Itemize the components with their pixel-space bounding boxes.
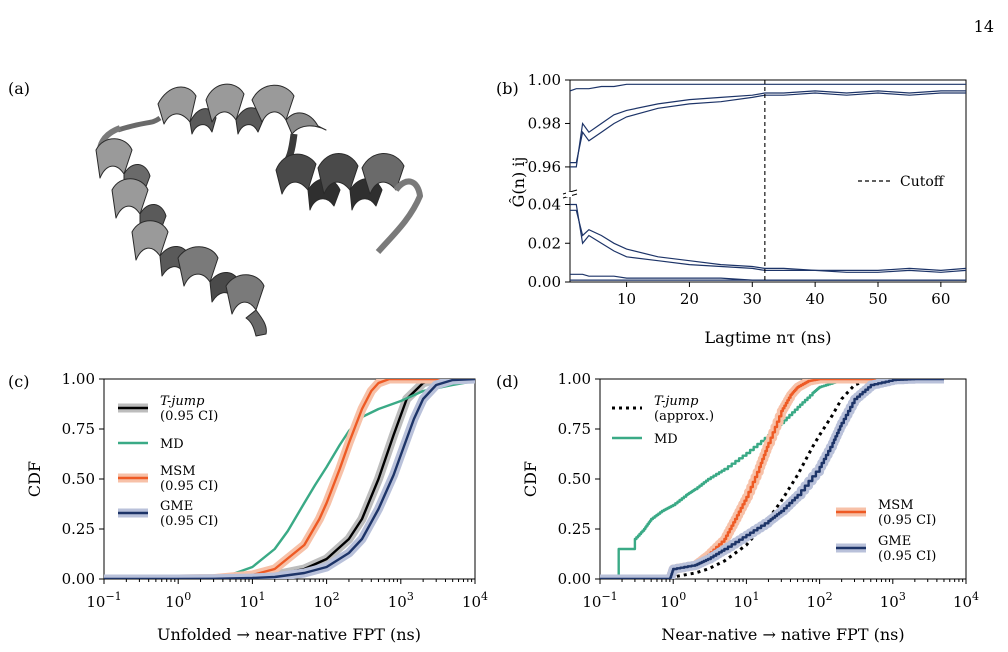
y-tick-label: 0.00 bbox=[528, 273, 561, 291]
x-tick-label: 102 bbox=[807, 590, 833, 611]
y-tick-label: 1.00 bbox=[62, 370, 95, 388]
series-line-tjump bbox=[600, 379, 893, 579]
y-tick-label: 0.25 bbox=[62, 520, 95, 538]
legend-label-msm: MSM bbox=[878, 498, 914, 513]
panel-b-series bbox=[570, 80, 966, 282]
legend-sublabel-tjump: (approx.) bbox=[654, 409, 714, 424]
panel-b-xlabel: Lagtime nτ (ns) bbox=[705, 328, 832, 347]
panel-label-a: (a) bbox=[8, 79, 30, 98]
legend-sublabel-msm: (0.95 CI) bbox=[878, 513, 936, 528]
panel-c-xlabel: Unfolded → near-native FPT (ns) bbox=[157, 625, 421, 644]
y-tick-label: 0.96 bbox=[528, 158, 561, 176]
y-tick-label: 0.00 bbox=[558, 570, 591, 588]
panel-c-ylabel: CDF bbox=[25, 461, 44, 497]
panel-d-legend-bottom: MSM(0.95 CI)GME(0.95 CI) bbox=[836, 498, 936, 564]
legend-label-tjump: T-jump bbox=[160, 394, 205, 409]
legend-label-gme: GME bbox=[160, 499, 193, 514]
panel-b-legend: Cutoff bbox=[858, 174, 945, 190]
series-line-0 bbox=[570, 83, 966, 92]
panel-b-axes bbox=[562, 79, 967, 283]
legend-sublabel-gme: (0.95 CI) bbox=[878, 549, 936, 564]
page-number: 14 bbox=[974, 17, 994, 36]
y-tick-label: 0.75 bbox=[558, 420, 591, 438]
series-line-4 bbox=[570, 209, 966, 272]
series-line-1 bbox=[570, 92, 966, 164]
legend-sublabel-msm: (0.95 CI) bbox=[160, 479, 218, 494]
y-tick-label: 0.04 bbox=[528, 196, 561, 214]
x-tick-label: 103 bbox=[880, 590, 906, 611]
x-tick-label: 20 bbox=[680, 290, 699, 308]
legend-label-md: MD bbox=[654, 432, 678, 447]
panel-label-b: (b) bbox=[496, 79, 519, 98]
protein-structure-image bbox=[95, 83, 423, 337]
legend-sublabel-tjump: (0.95 CI) bbox=[160, 409, 218, 424]
x-tick-label: 40 bbox=[806, 290, 825, 308]
panel-b-ylabel: Ĝ(n) ij bbox=[508, 157, 528, 208]
panel-c-series bbox=[104, 379, 475, 579]
series-line-gme bbox=[600, 379, 944, 579]
series-line-gme bbox=[104, 379, 475, 579]
y-tick-label: 0.75 bbox=[62, 420, 95, 438]
x-tick-label: 10 bbox=[617, 290, 636, 308]
legend-label-tjump: T-jump bbox=[654, 394, 699, 409]
x-tick-label: 10−1 bbox=[582, 590, 617, 611]
series-line-5 bbox=[570, 273, 966, 281]
x-tick-label: 103 bbox=[388, 590, 414, 611]
y-tick-label: 0.00 bbox=[62, 570, 95, 588]
x-tick-label: 10−1 bbox=[86, 590, 121, 611]
x-tick-label: 50 bbox=[868, 290, 887, 308]
x-tick-label: 30 bbox=[743, 290, 762, 308]
x-tick-label: 104 bbox=[462, 590, 488, 611]
panel-b-ticks: 10 20 30 40 50 60 0.96 0.98 1.00 0.00 0.02 0.04 bbox=[528, 71, 951, 308]
y-tick-label: 0.98 bbox=[528, 114, 561, 132]
y-tick-label: 0.02 bbox=[528, 234, 561, 252]
x-tick-label: 102 bbox=[314, 590, 340, 611]
x-tick-label: 60 bbox=[931, 290, 950, 308]
y-tick-label: 0.50 bbox=[558, 470, 591, 488]
x-tick-label: 101 bbox=[239, 590, 265, 611]
y-tick-label: 1.00 bbox=[528, 71, 561, 89]
x-tick-label: 104 bbox=[953, 590, 979, 611]
panel-d-legend-top: T-jump(approx.) MD bbox=[612, 394, 714, 447]
series-line-md bbox=[600, 379, 893, 579]
series-line-2 bbox=[570, 90, 966, 168]
legend-sublabel-gme: (0.95 CI) bbox=[160, 514, 218, 529]
panel-d-series bbox=[600, 379, 944, 579]
legend-label-gme: GME bbox=[878, 534, 911, 549]
y-tick-label: 0.50 bbox=[62, 470, 95, 488]
legend-label-msm: MSM bbox=[160, 464, 196, 479]
panel-c-ticks: 10−1 100 101 102 103 104 0.00 0.25 0.50 0.75 1.00 bbox=[62, 370, 488, 611]
panel-label-c: (c) bbox=[8, 372, 29, 391]
y-tick-label: 0.25 bbox=[558, 520, 591, 538]
panel-d-ticks: 10−1 100 101 102 103 104 0.00 0.25 0.50 0.75 1.00 bbox=[558, 370, 979, 611]
x-tick-label: 100 bbox=[165, 590, 191, 611]
panel-d-ylabel: CDF bbox=[521, 461, 540, 497]
panel-label-d: (d) bbox=[496, 372, 519, 391]
panel-d-xlabel: Near-native → native FPT (ns) bbox=[661, 625, 904, 644]
series-line-3 bbox=[570, 203, 966, 273]
x-tick-label: 101 bbox=[733, 590, 759, 611]
y-tick-label: 1.00 bbox=[558, 370, 591, 388]
x-tick-label: 100 bbox=[660, 590, 686, 611]
legend-label-md: MD bbox=[160, 437, 184, 452]
cutoff-legend-label: Cutoff bbox=[900, 174, 945, 190]
